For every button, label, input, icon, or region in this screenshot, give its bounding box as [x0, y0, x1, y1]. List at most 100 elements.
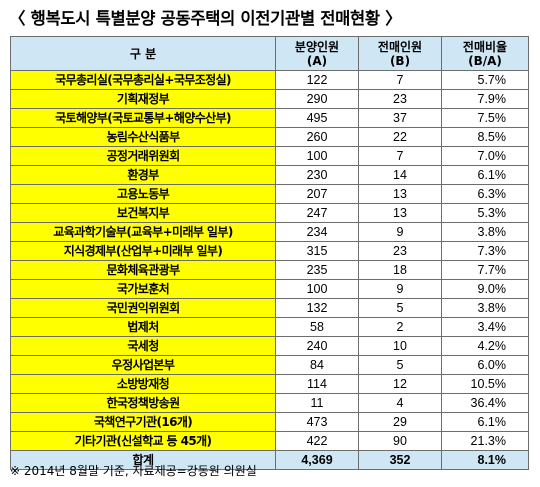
row-allocated: 290 [275, 89, 359, 109]
row-resold: 22 [358, 127, 442, 147]
resale-status-table: 구 분 분양인원 (A) 전매인원 (B) 전매비율 (B/A) 국무총리실(국… [10, 36, 529, 470]
header-row: 구 분 분양인원 (A) 전매인원 (B) 전매비율 (B/A) [10, 36, 529, 71]
table-row: 기타기관(신설학교 등 45개) 422 90 21.3% [10, 431, 529, 451]
row-agency-name: 문화체육관광부 [10, 260, 276, 280]
table-row: 국토해양부(국토교통부+해양수산부) 495 37 7.5% [10, 108, 529, 128]
row-allocated: 58 [275, 317, 359, 337]
row-allocated: 473 [275, 412, 359, 432]
row-agency-name: 보건복지부 [10, 203, 276, 223]
row-allocated: 422 [275, 431, 359, 451]
row-ratio: 7.5% [441, 108, 529, 128]
row-ratio: 3.8% [441, 222, 529, 242]
row-resold: 9 [358, 279, 442, 299]
row-ratio: 6.3% [441, 184, 529, 204]
row-agency-name: 기타기관(신설학교 등 45개) [10, 431, 276, 451]
row-resold: 12 [358, 374, 442, 394]
row-ratio: 9.0% [441, 279, 529, 299]
total-ratio: 8.1% [441, 450, 529, 470]
row-agency-name: 교육과학기술부(교육부+미래부 일부) [10, 222, 276, 242]
row-agency-name: 국토해양부(국토교통부+해양수산부) [10, 108, 276, 128]
table-row: 기획재정부 290 23 7.9% [10, 89, 529, 109]
table-row: 국민권익위원회 132 5 3.8% [10, 298, 529, 318]
row-ratio: 7.7% [441, 260, 529, 280]
table-row: 국책연구기관(16개) 473 29 6.1% [10, 412, 529, 432]
row-allocated: 235 [275, 260, 359, 280]
row-allocated: 207 [275, 184, 359, 204]
row-ratio: 3.4% [441, 317, 529, 337]
row-ratio: 8.5% [441, 127, 529, 147]
row-allocated: 84 [275, 355, 359, 375]
row-ratio: 21.3% [441, 431, 529, 451]
row-ratio: 7.3% [441, 241, 529, 261]
row-ratio: 6.1% [441, 165, 529, 185]
row-allocated: 495 [275, 108, 359, 128]
row-agency-name: 국무총리실(국무총리실+국무조정실) [10, 70, 276, 90]
row-allocated: 315 [275, 241, 359, 261]
row-resold: 5 [358, 355, 442, 375]
header-category: 구 분 [10, 36, 276, 71]
row-resold: 23 [358, 241, 442, 261]
row-allocated: 240 [275, 336, 359, 356]
row-resold: 9 [358, 222, 442, 242]
row-resold: 5 [358, 298, 442, 318]
row-resold: 7 [358, 146, 442, 166]
header-allocated-code: (A) [306, 53, 328, 68]
row-resold: 23 [358, 89, 442, 109]
row-resold: 37 [358, 108, 442, 128]
row-agency-name: 농림수산식품부 [10, 127, 276, 147]
row-agency-name: 법제처 [10, 317, 276, 337]
row-allocated: 234 [275, 222, 359, 242]
row-resold: 4 [358, 393, 442, 413]
table-row: 고용노동부 207 13 6.3% [10, 184, 529, 204]
row-agency-name: 지식경제부(산업부+미래부 일부) [10, 241, 276, 261]
row-resold: 18 [358, 260, 442, 280]
row-allocated: 11 [275, 393, 359, 413]
row-resold: 10 [358, 336, 442, 356]
header-allocated-label: 분양인원 [294, 39, 340, 54]
row-resold: 29 [358, 412, 442, 432]
row-agency-name: 고용노동부 [10, 184, 276, 204]
row-allocated: 230 [275, 165, 359, 185]
table-row: 우정사업본부 84 5 6.0% [10, 355, 529, 375]
table-row: 문화체육관광부 235 18 7.7% [10, 260, 529, 280]
table-row: 국무총리실(국무총리실+국무조정실) 122 7 5.7% [10, 70, 529, 90]
row-ratio: 36.4% [441, 393, 529, 413]
total-resold: 352 [358, 450, 442, 470]
header-ratio-label: 전매비율 [462, 39, 508, 54]
row-ratio: 4.2% [441, 336, 529, 356]
row-agency-name: 국민권익위원회 [10, 298, 276, 318]
row-resold: 14 [358, 165, 442, 185]
row-ratio: 7.9% [441, 89, 529, 109]
row-resold: 7 [358, 70, 442, 90]
row-agency-name: 우정사업본부 [10, 355, 276, 375]
table-row: 소방방재청 114 12 10.5% [10, 374, 529, 394]
table-row: 법제처 58 2 3.4% [10, 317, 529, 337]
table-row: 보건복지부 247 13 5.3% [10, 203, 529, 223]
table-row: 농림수산식품부 260 22 8.5% [10, 127, 529, 147]
row-allocated: 132 [275, 298, 359, 318]
table-row: 국가보훈처 100 9 9.0% [10, 279, 529, 299]
row-resold: 13 [358, 184, 442, 204]
row-ratio: 3.8% [441, 298, 529, 318]
row-agency-name: 소방방재청 [10, 374, 276, 394]
row-ratio: 5.7% [441, 70, 529, 90]
total-label: 합계 [10, 450, 276, 470]
table-title: 〈 행복도시 특별분양 공동주택의 이전기관별 전매현황 〉 [9, 9, 402, 28]
row-allocated: 100 [275, 279, 359, 299]
row-allocated: 114 [275, 374, 359, 394]
table-row: 교육과학기술부(교육부+미래부 일부) 234 9 3.8% [10, 222, 529, 242]
row-ratio: 6.0% [441, 355, 529, 375]
row-resold: 2 [358, 317, 442, 337]
row-allocated: 260 [275, 127, 359, 147]
table-row: 환경부 230 14 6.1% [10, 165, 529, 185]
total-row: 합계 4,369 352 8.1% [10, 450, 529, 470]
header-resold: 전매인원 (B) [358, 36, 442, 71]
table-row: 국세청 240 10 4.2% [10, 336, 529, 356]
row-agency-name: 환경부 [10, 165, 276, 185]
row-allocated: 247 [275, 203, 359, 223]
total-allocated: 4,369 [275, 450, 359, 470]
header-ratio: 전매비율 (B/A) [441, 36, 529, 71]
header-resold-code: (B) [389, 53, 411, 68]
row-ratio: 5.3% [441, 203, 529, 223]
table-row: 지식경제부(산업부+미래부 일부) 315 23 7.3% [10, 241, 529, 261]
